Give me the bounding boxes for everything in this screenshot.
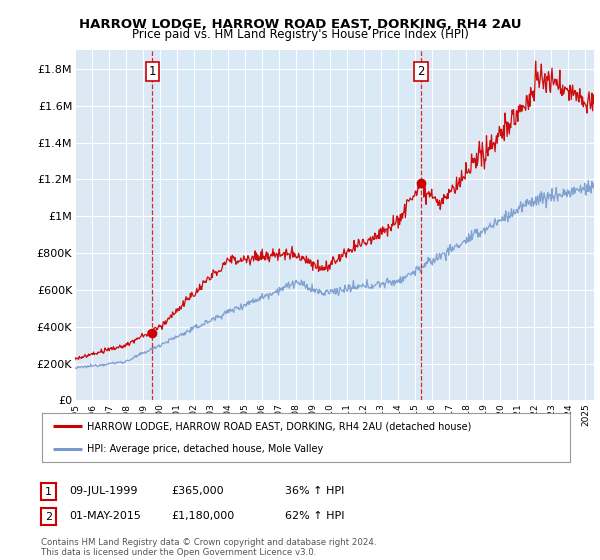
Text: £365,000: £365,000 (171, 486, 224, 496)
Text: HPI: Average price, detached house, Mole Valley: HPI: Average price, detached house, Mole… (87, 444, 323, 454)
Text: 2: 2 (45, 512, 52, 522)
Text: Contains HM Land Registry data © Crown copyright and database right 2024.
This d: Contains HM Land Registry data © Crown c… (41, 538, 376, 557)
Text: Price paid vs. HM Land Registry's House Price Index (HPI): Price paid vs. HM Land Registry's House … (131, 28, 469, 41)
Text: HARROW LODGE, HARROW ROAD EAST, DORKING, RH4 2AU (detached house): HARROW LODGE, HARROW ROAD EAST, DORKING,… (87, 421, 471, 431)
Text: 36% ↑ HPI: 36% ↑ HPI (285, 486, 344, 496)
Bar (152, 50, 421, 400)
Text: HARROW LODGE, HARROW ROAD EAST, DORKING, RH4 2AU: HARROW LODGE, HARROW ROAD EAST, DORKING,… (79, 18, 521, 31)
Text: 1: 1 (149, 65, 156, 78)
Text: 62% ↑ HPI: 62% ↑ HPI (285, 511, 344, 521)
Text: 2: 2 (417, 65, 425, 78)
Text: £1,180,000: £1,180,000 (171, 511, 234, 521)
Text: 01-MAY-2015: 01-MAY-2015 (69, 511, 141, 521)
Text: 09-JUL-1999: 09-JUL-1999 (69, 486, 137, 496)
Text: 1: 1 (45, 487, 52, 497)
